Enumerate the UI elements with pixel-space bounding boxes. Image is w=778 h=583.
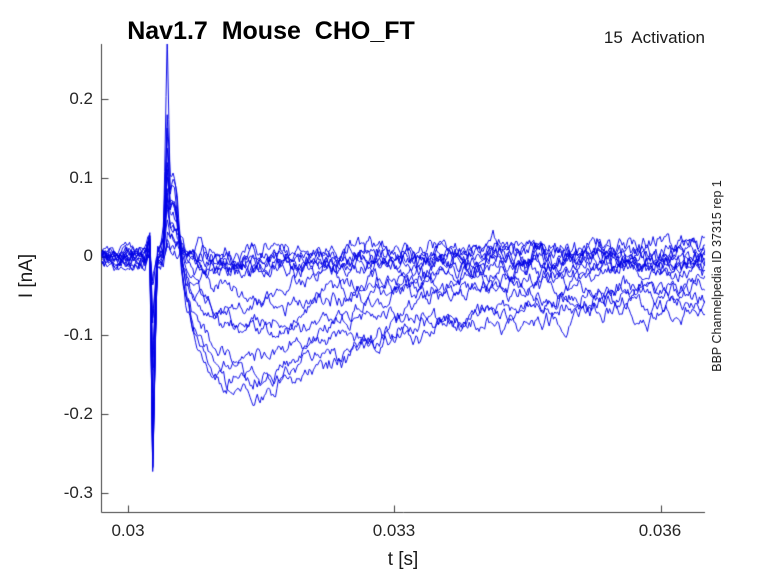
y-tick-label-3: -0.1 xyxy=(63,325,93,344)
x-tick-label-2: 0.036 xyxy=(638,521,682,540)
y-tick-label-5: -0.3 xyxy=(63,483,93,502)
right-side-annotation: BBP Channelpedia ID 37315 rep 1 xyxy=(710,180,724,372)
y-tick-label-0: 0.2 xyxy=(69,89,93,108)
protocol-annotation: 15 Activation xyxy=(603,28,705,47)
x-axis-label: t [s] xyxy=(387,549,419,570)
x-tick-label-0: 0.03 xyxy=(111,521,145,540)
y-tick-label-4: -0.2 xyxy=(63,404,93,423)
y-tick-label-1: 0.1 xyxy=(69,168,93,187)
plot-title: Nav1.7 Mouse CHO_FT xyxy=(127,17,415,45)
y-axis-label: I [nA] xyxy=(16,253,37,299)
x-tick-label-1: 0.033 xyxy=(372,521,416,540)
y-tick-label-2: 0 xyxy=(83,246,93,265)
